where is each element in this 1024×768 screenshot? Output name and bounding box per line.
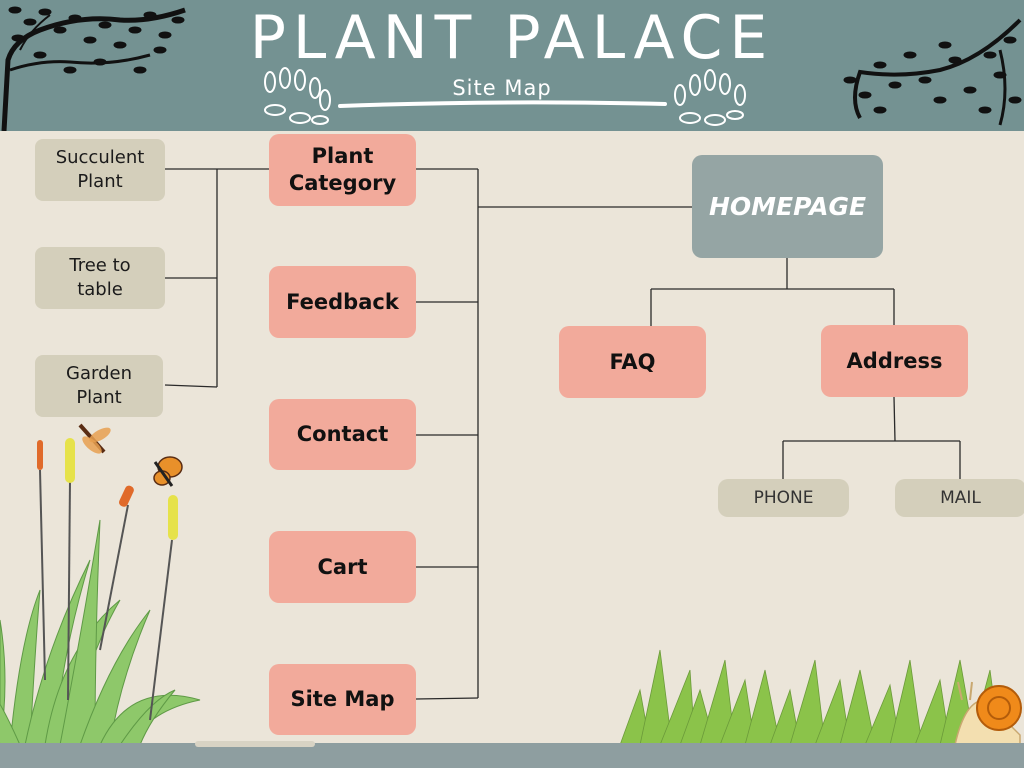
tree-branch-right-icon [843, 18, 1022, 126]
page-plant-category[interactable]: Plant Category [269, 134, 416, 206]
leaf-sprig-left-icon [264, 67, 331, 125]
homepage-node[interactable]: HOMEPAGE [692, 155, 883, 258]
category-garden-plant[interactable]: Garden Plant [35, 355, 163, 417]
page-title: PLANT PALACE [249, 3, 775, 73]
page-cart[interactable]: Cart [269, 531, 416, 603]
tree-branch-left-icon [1, 6, 186, 131]
footer-bar [0, 743, 1024, 768]
contact-mail[interactable]: MAIL [895, 479, 1024, 517]
page-site-map[interactable]: Site Map [269, 664, 416, 735]
leaf-sprig-right-icon [674, 69, 746, 126]
contact-phone[interactable]: PHONE [718, 479, 849, 517]
header-banner [0, 0, 1024, 131]
subtitle-brush-stroke [338, 100, 667, 108]
page-subtitle: Site Map [452, 76, 552, 100]
category-tree-to-table[interactable]: Tree to table [35, 247, 165, 309]
header-decor [1, 6, 1022, 131]
page-contact[interactable]: Contact [269, 399, 416, 470]
category-succulent-plant[interactable]: Succulent Plant [35, 139, 165, 201]
page-feedback[interactable]: Feedback [269, 266, 416, 338]
footer-tab [195, 741, 315, 747]
page-address[interactable]: Address [821, 325, 968, 397]
page-faq[interactable]: FAQ [559, 326, 706, 398]
